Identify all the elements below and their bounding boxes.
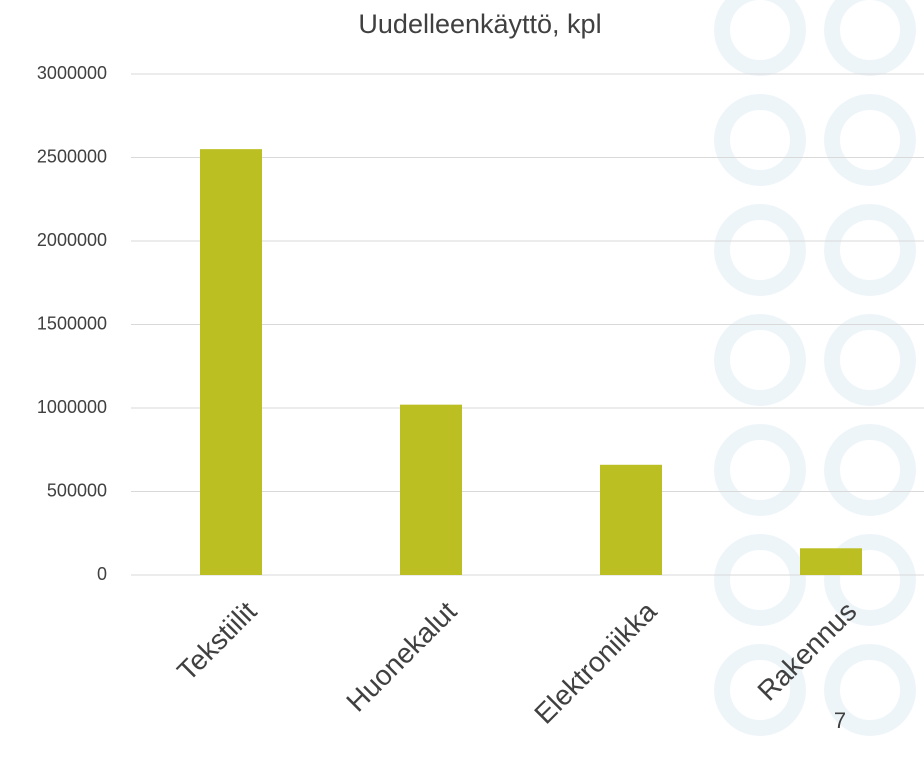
bar	[600, 464, 662, 575]
background-rings	[714, 0, 916, 736]
y-tick-label: 1500000	[37, 313, 107, 333]
y-tick-label: 3000000	[37, 63, 107, 83]
bar	[800, 548, 862, 575]
chart-title: Uudelleenkäyttö, kpl	[358, 9, 601, 39]
x-tick-label: Huonekalut	[340, 595, 462, 717]
bar	[200, 149, 262, 575]
page-number: 7	[834, 708, 846, 733]
y-tick-label: 2500000	[37, 146, 107, 166]
x-tick-label: Elektroniikka	[528, 595, 662, 729]
y-tick-label: 500000	[47, 480, 107, 500]
y-tick-label: 2000000	[37, 230, 107, 250]
x-tick-label: Tekstiilit	[171, 595, 262, 686]
y-tick-label: 1000000	[37, 397, 107, 417]
y-tick-label: 0	[97, 564, 107, 584]
bar	[400, 404, 462, 575]
